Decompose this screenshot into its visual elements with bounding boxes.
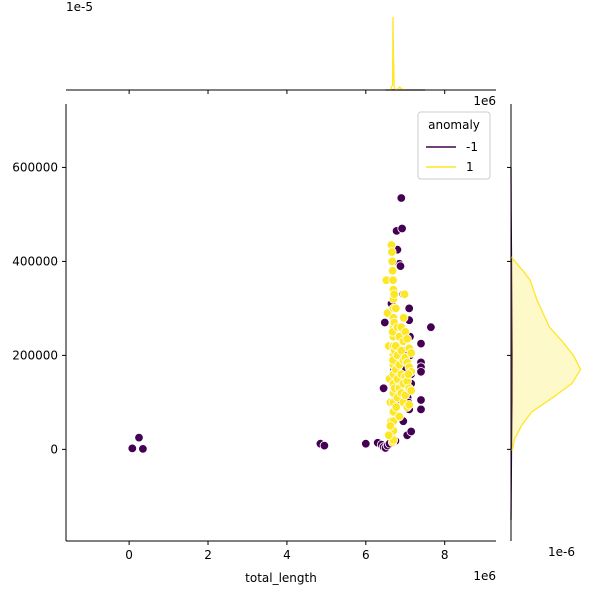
scatter-point-1	[389, 289, 399, 300]
scatter-point-neg1	[404, 303, 414, 314]
x-marginal-density: 1e-5	[66, 0, 496, 94]
legend: anomaly -1 1	[417, 111, 491, 180]
y-tick-label: 0	[50, 442, 58, 456]
scatter-point-neg1	[406, 426, 416, 437]
legend-label-1: 1	[466, 160, 474, 174]
scatter-point-neg1	[138, 444, 148, 454]
x-tick-label: 0	[125, 548, 133, 562]
scatter-point-1	[391, 402, 401, 412]
scatter-point-neg1	[416, 395, 426, 405]
scatter-point-neg1	[319, 440, 330, 451]
x-marginal-scale-label: 1e-5	[66, 0, 93, 14]
y-marginal-fill-1	[511, 256, 581, 451]
scatter-point-neg1	[127, 443, 138, 454]
scatter-point-neg1	[378, 383, 389, 394]
scatter-point-neg1	[397, 223, 407, 234]
scatter-point-1	[406, 348, 416, 358]
x-axis-label: total_length	[245, 571, 317, 585]
legend-label-neg1: -1	[466, 140, 478, 154]
x-tick-label: 6	[362, 548, 370, 562]
scatter-point-neg1	[134, 432, 144, 443]
scatter-point-1	[399, 289, 410, 300]
scatter-point-1	[388, 275, 398, 285]
x-marginal-ticks	[128, 90, 446, 94]
scatter-point-neg1	[380, 317, 390, 328]
x-tick-label: 8	[441, 548, 449, 562]
scatter-point-neg1	[361, 439, 371, 449]
scatter-point-1	[399, 313, 409, 323]
scatter-point-1	[403, 369, 414, 379]
x-tick-label: 2	[204, 548, 212, 562]
corner-scale-label: 1e6	[473, 94, 496, 108]
scatter-point-1	[384, 430, 394, 441]
scatter-point-neg1	[395, 261, 406, 271]
scatter-point-1	[387, 266, 398, 276]
y-axis-ticks: 0 200000 400000 600000	[12, 160, 66, 456]
scatter-point-1	[387, 256, 397, 267]
x-axis-ticks: 0 2 4 6 8	[125, 541, 449, 562]
main-scatter-axes: 0 2 4 6 8 0 200000 400000 600000 total_length 1…	[12, 104, 496, 585]
y-tick-label: 400000	[12, 254, 58, 268]
scatter-point-1	[402, 334, 412, 344]
scatter-point-1	[391, 303, 401, 314]
scatter-points	[127, 193, 436, 454]
x-axis-scale-label: 1e6	[473, 569, 496, 583]
scatter-point-neg1	[416, 338, 426, 349]
scatter-point-neg1	[426, 322, 436, 332]
x-marginal-curve-1	[387, 16, 408, 91]
y-marginal-ticks	[507, 166, 511, 450]
scatter-point-neg1	[416, 367, 426, 377]
y-tick-label: 600000	[12, 160, 58, 174]
x-tick-label: 4	[283, 548, 291, 562]
y-tick-label: 200000	[12, 348, 58, 362]
legend-title: anomaly	[428, 118, 480, 132]
scatter-point-1	[404, 400, 414, 410]
scatter-point-1	[394, 411, 405, 422]
scatter-point-neg1	[416, 404, 426, 415]
scatter-point-1	[387, 247, 397, 257]
scatter-point-1	[385, 421, 396, 431]
scatter-point-1	[406, 385, 416, 396]
y-marginal-density: 1e-6 1e6	[473, 94, 582, 559]
y-marginal-curve-1	[510, 256, 582, 451]
legend-frame	[417, 111, 491, 180]
y-marginal-scale-label: 1e-6	[548, 545, 575, 559]
scatter-point-neg1	[396, 193, 407, 203]
